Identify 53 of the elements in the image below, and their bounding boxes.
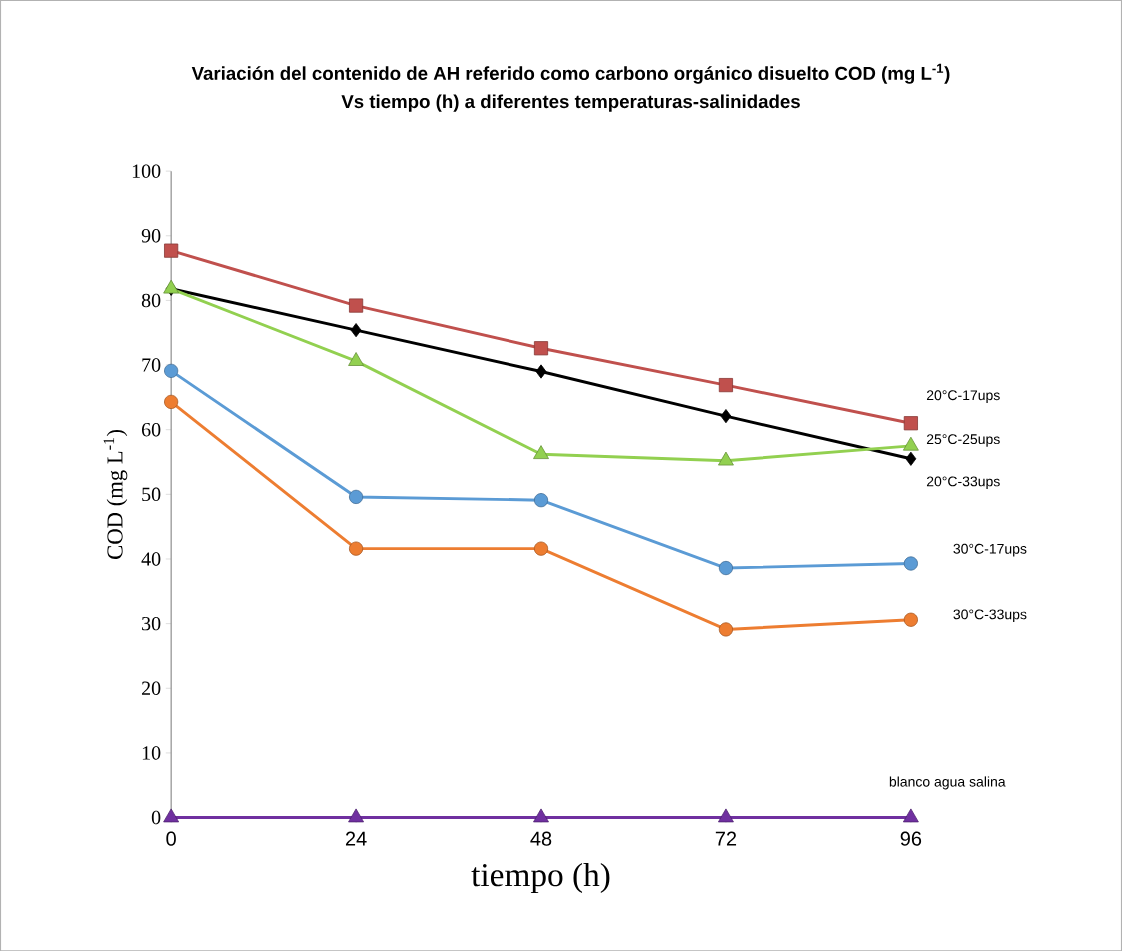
y-axis-title: COD (mg L$^{-1}$) xyxy=(103,429,128,559)
point xyxy=(164,243,179,258)
point xyxy=(348,808,364,823)
x-tick-label: 24 xyxy=(345,831,367,846)
chart-title: Variación del contenido de AH referido como carbono orgánico disuelto COD (mg L$^{-1}$) xyxy=(191,63,950,84)
x-tick-label: 96 xyxy=(900,831,922,846)
y-tick-label: 30 xyxy=(142,616,161,631)
point xyxy=(164,363,179,378)
series-label: 20°C-17ups xyxy=(926,390,1000,403)
series-label: 20°C-33ups xyxy=(926,476,1000,489)
point xyxy=(902,808,919,823)
point xyxy=(533,492,549,508)
point xyxy=(903,415,918,431)
series-label: 25°C-25ups xyxy=(926,434,1000,447)
point xyxy=(533,341,549,356)
point xyxy=(350,322,362,338)
y-tick-label: 20 xyxy=(141,681,161,695)
x-tick-label: 48 xyxy=(530,831,552,846)
point xyxy=(163,808,180,823)
point xyxy=(164,394,179,409)
point xyxy=(535,364,547,379)
point xyxy=(718,622,734,637)
y-tick-label: 90 xyxy=(141,228,161,243)
y-tick-label: 0 xyxy=(151,810,161,825)
point xyxy=(718,560,734,575)
y-tick-label: 10 xyxy=(142,745,161,760)
point xyxy=(349,489,364,504)
chart-subtitle: Vs tiempo (h) a diferentes temperaturas-salinidades xyxy=(341,94,800,112)
x-tick-label: 72 xyxy=(715,831,737,846)
x-tick-label: 0 xyxy=(166,831,176,846)
y-tick-label: 60 xyxy=(141,422,161,437)
y-tick-label: 80 xyxy=(141,293,161,307)
point xyxy=(905,451,917,466)
point xyxy=(718,377,734,392)
x-axis-title: tiempo (h) xyxy=(471,862,610,893)
point xyxy=(349,541,364,556)
point xyxy=(533,808,549,823)
point xyxy=(533,541,549,556)
point xyxy=(903,556,918,571)
point xyxy=(720,408,732,423)
text: blanco agua salina xyxy=(889,776,1006,790)
point xyxy=(349,298,364,313)
text: 30°C-17ups xyxy=(953,543,1027,557)
y-tick-label: 50 xyxy=(142,487,161,501)
y-tick-label: 40 xyxy=(141,552,161,566)
text: 30°C-33ups xyxy=(953,609,1027,622)
point xyxy=(533,445,549,459)
point xyxy=(903,612,918,627)
point xyxy=(718,808,734,823)
point xyxy=(718,451,734,466)
y-tick-label: 70 xyxy=(142,358,161,372)
point xyxy=(902,436,919,451)
y-tick-label: 100 xyxy=(132,164,161,178)
